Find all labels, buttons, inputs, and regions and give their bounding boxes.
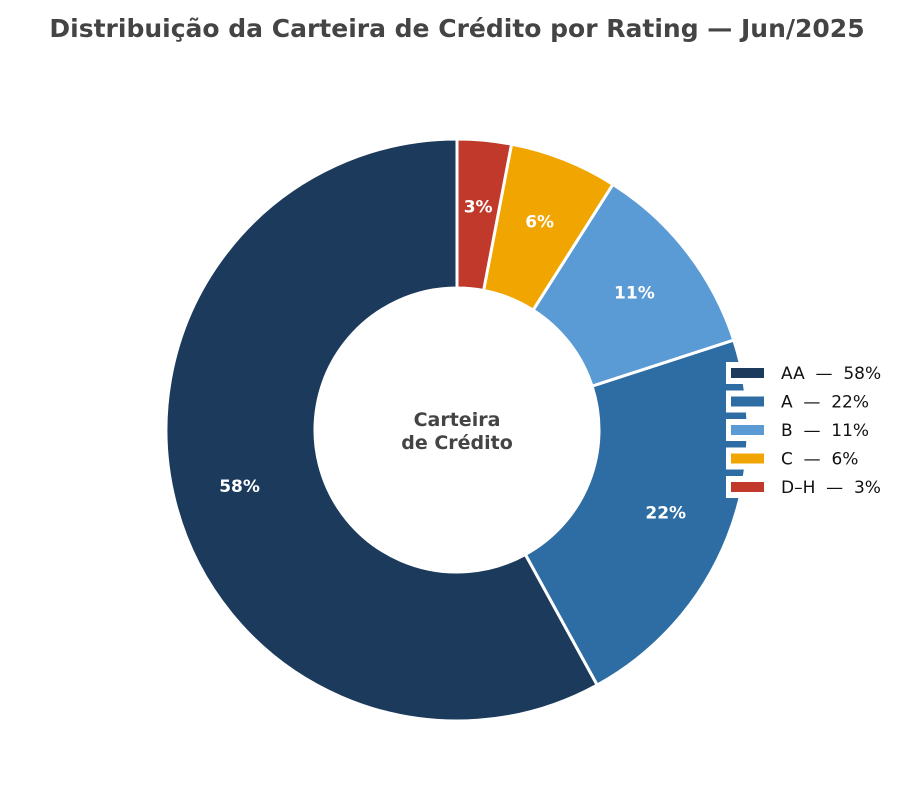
legend-label-D–H: D–H — 3% [781, 478, 881, 498]
data-label-D–H: 3% [464, 197, 493, 217]
center-label-line1: Carteira [414, 409, 501, 431]
slice-D–H [455, 137, 514, 293]
data-label-AA: 58% [219, 477, 260, 497]
slice-B [531, 182, 736, 389]
legend-entry-bg [726, 362, 906, 384]
legend-entry-bg [726, 447, 906, 470]
legend-swatch-AA [731, 368, 764, 378]
legend-label-A: A — 22% [781, 393, 869, 413]
legend: AA — 58% A — 22% B — 11% C — 6% D–H — 3% [726, 362, 906, 498]
legend-swatch-C [731, 453, 764, 464]
data-label-B: 11% [614, 283, 655, 303]
legend-swatch-B [731, 425, 764, 435]
data-label-C: 6% [525, 212, 554, 232]
legend-entry-bg [726, 390, 906, 413]
legend-label-C: C — 6% [781, 450, 858, 470]
chart-title: Distribuição da Carteira de Crédito por … [49, 14, 864, 43]
slice-AA [164, 137, 600, 723]
legend-swatch-D–H [731, 482, 764, 492]
legend-entry-bg [726, 419, 906, 441]
legend-label-B: B — 11% [781, 421, 869, 441]
data-label-A: 22% [645, 504, 686, 524]
legend-swatch-A [731, 396, 764, 407]
legend-entry-bg [726, 476, 906, 498]
center-label-line2: de Crédito [401, 432, 513, 454]
legend-label-AA: AA — 58% [781, 364, 881, 384]
